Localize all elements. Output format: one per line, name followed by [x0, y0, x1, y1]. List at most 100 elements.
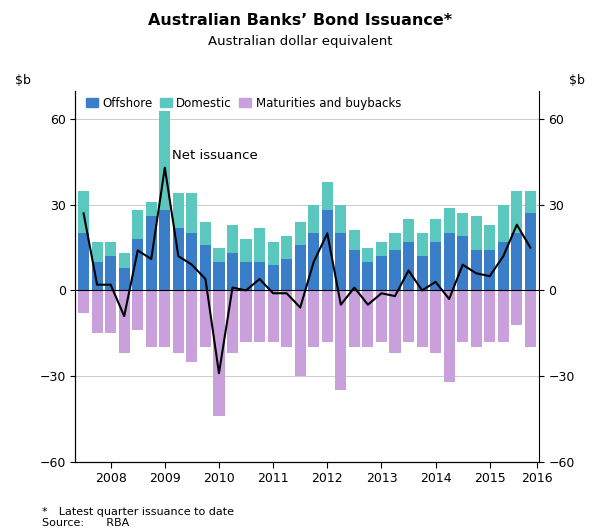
- Bar: [511, 290, 523, 325]
- Bar: [443, 290, 455, 382]
- Bar: [362, 290, 373, 347]
- Bar: [335, 234, 346, 290]
- Bar: [254, 262, 265, 290]
- Bar: [349, 290, 360, 347]
- Bar: [403, 219, 414, 242]
- Bar: [443, 234, 455, 290]
- Bar: [268, 265, 278, 290]
- Bar: [241, 262, 251, 290]
- Bar: [241, 239, 251, 262]
- Bar: [470, 216, 482, 251]
- Bar: [470, 251, 482, 290]
- Bar: [146, 202, 157, 216]
- Bar: [92, 262, 103, 290]
- Bar: [362, 247, 373, 262]
- Bar: [159, 290, 170, 347]
- Bar: [295, 222, 306, 245]
- Bar: [254, 228, 265, 262]
- Legend: Offshore, Domestic, Maturities and buybacks: Offshore, Domestic, Maturities and buyba…: [86, 96, 401, 110]
- Text: Net issuance: Net issuance: [172, 149, 257, 162]
- Bar: [295, 245, 306, 290]
- Bar: [403, 290, 414, 342]
- Bar: [241, 290, 251, 342]
- Bar: [119, 253, 130, 268]
- Bar: [214, 262, 224, 290]
- Text: Source:  RBA: Source: RBA: [42, 518, 129, 528]
- Bar: [470, 290, 482, 347]
- Bar: [227, 253, 238, 290]
- Bar: [525, 213, 536, 290]
- Text: * Latest quarter issuance to date: * Latest quarter issuance to date: [42, 507, 234, 517]
- Bar: [457, 290, 468, 342]
- Bar: [132, 239, 143, 290]
- Bar: [484, 251, 496, 290]
- Bar: [281, 236, 292, 259]
- Bar: [443, 207, 455, 234]
- Bar: [349, 251, 360, 290]
- Bar: [254, 290, 265, 342]
- Bar: [268, 242, 278, 265]
- Bar: [159, 111, 170, 211]
- Bar: [295, 290, 306, 376]
- Bar: [362, 262, 373, 290]
- Bar: [281, 259, 292, 290]
- Bar: [389, 234, 401, 251]
- Bar: [416, 234, 428, 256]
- Bar: [308, 205, 319, 234]
- Bar: [159, 211, 170, 290]
- Bar: [92, 242, 103, 262]
- Bar: [335, 290, 346, 390]
- Bar: [78, 290, 89, 313]
- Bar: [92, 290, 103, 333]
- Bar: [105, 242, 116, 256]
- Bar: [322, 182, 333, 211]
- Bar: [498, 290, 509, 342]
- Bar: [78, 234, 89, 290]
- Bar: [308, 234, 319, 290]
- Bar: [187, 193, 197, 234]
- Text: $b: $b: [569, 74, 585, 87]
- Bar: [335, 205, 346, 234]
- Bar: [457, 236, 468, 290]
- Bar: [376, 256, 387, 290]
- Bar: [187, 290, 197, 362]
- Bar: [511, 190, 523, 234]
- Bar: [187, 234, 197, 290]
- Bar: [525, 290, 536, 347]
- Bar: [173, 228, 184, 290]
- Bar: [525, 190, 536, 213]
- Bar: [511, 234, 523, 290]
- Text: Australian Banks’ Bond Issuance*: Australian Banks’ Bond Issuance*: [148, 13, 452, 28]
- Bar: [403, 242, 414, 290]
- Bar: [132, 211, 143, 239]
- Bar: [214, 247, 224, 262]
- Bar: [308, 290, 319, 347]
- Bar: [389, 251, 401, 290]
- Bar: [430, 242, 441, 290]
- Bar: [281, 290, 292, 347]
- Bar: [146, 216, 157, 290]
- Bar: [78, 190, 89, 234]
- Bar: [430, 290, 441, 353]
- Bar: [119, 290, 130, 353]
- Bar: [132, 290, 143, 330]
- Bar: [498, 242, 509, 290]
- Bar: [416, 256, 428, 290]
- Bar: [322, 211, 333, 290]
- Bar: [105, 290, 116, 333]
- Bar: [105, 256, 116, 290]
- Bar: [484, 225, 496, 251]
- Bar: [498, 205, 509, 242]
- Bar: [214, 290, 224, 416]
- Bar: [119, 268, 130, 290]
- Bar: [376, 290, 387, 342]
- Bar: [200, 245, 211, 290]
- Bar: [173, 290, 184, 353]
- Bar: [322, 290, 333, 342]
- Bar: [268, 290, 278, 342]
- Bar: [457, 213, 468, 236]
- Text: $b: $b: [15, 74, 31, 87]
- Bar: [484, 290, 496, 342]
- Bar: [227, 290, 238, 353]
- Bar: [376, 242, 387, 256]
